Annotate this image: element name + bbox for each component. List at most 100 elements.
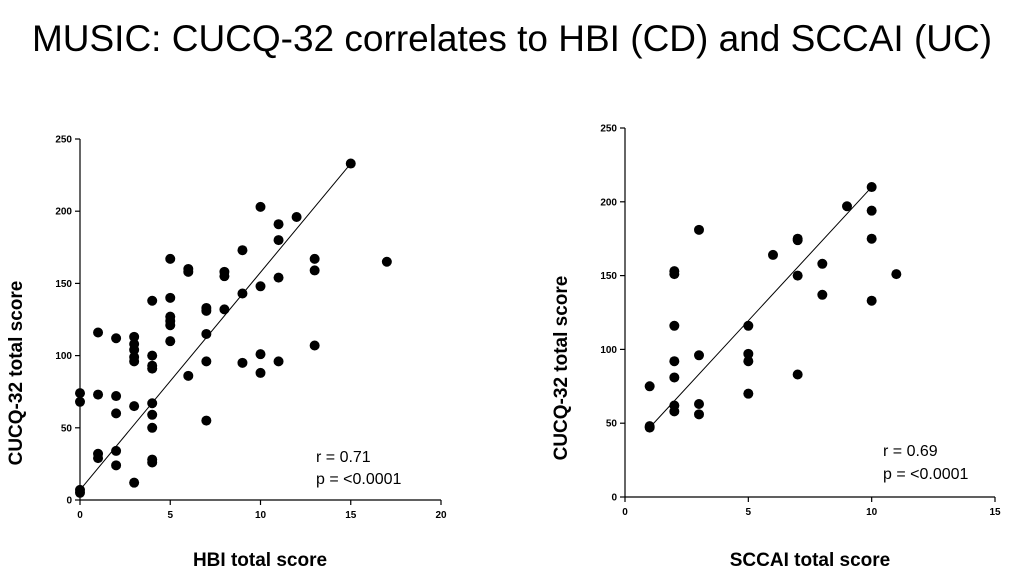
data-point xyxy=(93,327,104,338)
y-tick-label: 200 xyxy=(55,207,72,218)
y-tick-label: 200 xyxy=(600,197,617,208)
data-point xyxy=(93,389,104,400)
data-point xyxy=(111,408,122,419)
data-point xyxy=(93,453,104,464)
data-point xyxy=(842,201,852,212)
data-point xyxy=(183,370,194,381)
data-point xyxy=(201,415,212,426)
data-point xyxy=(111,445,122,456)
data-point xyxy=(669,356,680,367)
data-point xyxy=(237,288,248,299)
data-point xyxy=(129,401,140,412)
data-point xyxy=(694,350,704,361)
data-point xyxy=(75,388,85,399)
data-point xyxy=(75,396,85,407)
data-point xyxy=(165,253,176,264)
annotation-p: p = <0.0001 xyxy=(316,471,402,488)
data-point xyxy=(201,305,212,316)
y-axis-title: CUCQ-32 total score xyxy=(6,281,27,466)
data-point xyxy=(147,457,158,468)
data-point xyxy=(237,357,248,368)
y-tick-label: 100 xyxy=(55,351,72,362)
annotation-r: r = 0.71 xyxy=(316,449,371,466)
data-point xyxy=(669,269,680,280)
y-axis-title: CUCQ-32 total score xyxy=(551,276,572,461)
x-tick-label: 5 xyxy=(167,510,173,521)
x-axis-title: HBI total score xyxy=(193,550,327,571)
data-point xyxy=(743,388,754,399)
data-point xyxy=(669,320,680,331)
data-point xyxy=(165,292,176,303)
regression-line xyxy=(649,186,873,428)
data-point xyxy=(792,235,803,246)
x-tick-label: 10 xyxy=(255,510,267,521)
y-tick-label: 250 xyxy=(55,135,72,146)
data-point xyxy=(129,331,140,342)
data-point xyxy=(255,201,266,212)
x-tick-label: 5 xyxy=(746,507,752,518)
chart-hbi: r = 0.71 p = <0.0001 HBI total score CUC… xyxy=(6,135,447,572)
data-point xyxy=(273,356,284,367)
x-tick-label: 15 xyxy=(345,510,357,521)
data-point xyxy=(201,328,212,339)
data-point xyxy=(694,399,704,410)
data-point xyxy=(866,182,877,193)
data-point xyxy=(694,224,704,235)
data-point xyxy=(111,460,122,471)
data-point xyxy=(147,409,158,420)
data-point xyxy=(273,235,284,246)
y-tick-label: 0 xyxy=(66,496,72,507)
data-point xyxy=(669,372,680,383)
y-tick-label: 250 xyxy=(600,124,617,135)
y-tick-label: 0 xyxy=(611,493,617,504)
data-point xyxy=(75,487,85,498)
chart-sccai: r = 0.69 p = <0.0001 SCCAI total score C… xyxy=(551,124,1001,572)
y-tick-label: 100 xyxy=(600,345,617,356)
annotation-r: r = 0.69 xyxy=(883,443,938,460)
data-point xyxy=(345,158,356,169)
data-point xyxy=(201,356,212,367)
data-point xyxy=(309,253,320,264)
slide-title: MUSIC: CUCQ-32 correlates to HBI (CD) an… xyxy=(31,18,993,59)
data-point xyxy=(183,266,194,277)
data-point xyxy=(129,356,140,367)
data-point xyxy=(381,256,392,267)
data-point xyxy=(255,367,266,378)
y-tick-label: 150 xyxy=(600,271,617,282)
data-point xyxy=(111,333,122,344)
data-point xyxy=(147,295,158,306)
data-point xyxy=(743,356,754,367)
data-point xyxy=(866,233,877,244)
data-point xyxy=(147,350,158,361)
data-point xyxy=(866,205,877,216)
data-point xyxy=(129,344,140,355)
data-point xyxy=(219,304,230,315)
x-axis-title: SCCAI total score xyxy=(730,550,890,571)
data-point xyxy=(891,269,902,280)
data-point xyxy=(743,320,754,331)
data-point xyxy=(111,391,122,402)
data-point xyxy=(768,249,778,260)
data-point xyxy=(237,245,248,256)
annotation-p: p = <0.0001 xyxy=(883,466,969,483)
data-point xyxy=(817,289,828,300)
data-point xyxy=(694,409,704,420)
x-tick-label: 15 xyxy=(989,507,1001,518)
data-point xyxy=(165,336,176,347)
data-point xyxy=(147,363,158,374)
data-point xyxy=(743,348,754,359)
data-point xyxy=(669,406,680,417)
data-point xyxy=(165,320,176,331)
data-point xyxy=(309,265,320,276)
data-point xyxy=(291,211,302,222)
y-tick-label: 150 xyxy=(55,279,72,290)
x-tick-label: 10 xyxy=(866,507,878,518)
y-tick-label: 50 xyxy=(606,419,618,430)
data-point xyxy=(817,258,828,269)
data-point xyxy=(273,219,284,230)
data-point xyxy=(219,271,230,282)
data-point xyxy=(792,369,803,380)
data-point xyxy=(255,281,266,292)
data-point xyxy=(866,295,877,306)
data-point xyxy=(255,349,266,360)
